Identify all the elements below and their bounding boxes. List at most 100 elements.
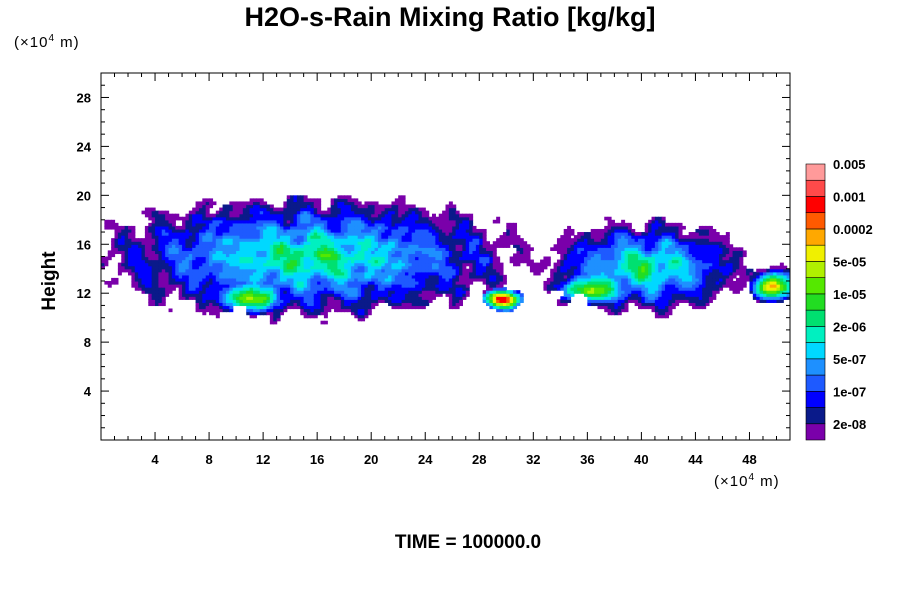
- cloud-cell: [195, 302, 200, 307]
- cloud-cell: [509, 238, 514, 242]
- cloud-cell: [479, 241, 484, 245]
- cloud-cell: [367, 305, 372, 310]
- cloud-cell: [242, 274, 247, 279]
- cloud-cell: [475, 256, 480, 261]
- cloud-cell: [168, 219, 173, 224]
- cloud-cell: [155, 262, 160, 267]
- cloud-cell: [607, 216, 612, 221]
- cloud-cell: [168, 280, 173, 285]
- cloud-cell: [681, 293, 686, 297]
- cloud-cell: [411, 210, 416, 215]
- cloud-cell: [546, 256, 551, 261]
- cloud-cell: [330, 213, 335, 218]
- cloud-cell: [188, 262, 193, 267]
- cloud-cell: [202, 299, 207, 303]
- cloud-cell: [334, 232, 339, 236]
- cloud-cell: [415, 299, 420, 303]
- cloud-cell: [661, 296, 666, 300]
- cloud-cell: [425, 247, 430, 251]
- cloud-cell: [124, 225, 129, 230]
- cloud-cell: [455, 219, 460, 224]
- cloud-cell: [364, 219, 369, 224]
- cloud-cell: [600, 232, 605, 236]
- cloud-cell: [219, 253, 224, 258]
- cloud-cell: [671, 253, 676, 258]
- cloud-cell: [168, 253, 173, 258]
- cloud-cell: [212, 284, 217, 288]
- cloud-cell: [195, 201, 200, 206]
- cloud-cell: [178, 232, 183, 236]
- cloud-cell: [367, 238, 372, 242]
- cloud-cell: [577, 244, 582, 248]
- cloud-cell: [219, 308, 224, 313]
- cloud-cell: [239, 284, 244, 288]
- cloud-cell: [344, 280, 349, 285]
- cloud-cell: [459, 232, 463, 236]
- cloud-cell: [708, 290, 713, 294]
- cloud-cell: [465, 228, 470, 233]
- cloud-cell: [394, 253, 399, 258]
- cloud-cell: [151, 228, 156, 233]
- cloud-cell: [404, 244, 409, 248]
- cloud-cell: [381, 268, 386, 273]
- cloud-cell: [134, 238, 139, 242]
- cloud-cell: [492, 280, 497, 285]
- cloud-cell: [340, 293, 345, 297]
- cloud-cell: [323, 222, 328, 227]
- cloud-cell: [334, 290, 339, 294]
- cloud-cell: [178, 265, 183, 270]
- cloud-cell: [303, 207, 308, 212]
- cloud-cell: [607, 225, 612, 230]
- cloud-cell: [209, 216, 214, 221]
- cloud-cell: [242, 244, 247, 248]
- cloud-cell: [519, 253, 524, 258]
- cloud-cell: [431, 228, 436, 233]
- cloud-cell: [134, 247, 139, 251]
- cloud-cell: [185, 259, 190, 264]
- cloud-cell: [415, 232, 420, 236]
- cloud-cell: [627, 253, 632, 258]
- cloud-cell: [671, 268, 676, 273]
- cloud-cell: [161, 271, 166, 276]
- cloud-cell: [600, 265, 605, 270]
- cloud-cell: [442, 213, 447, 218]
- cloud-cell: [317, 268, 322, 273]
- cloud-cell: [394, 296, 399, 300]
- cloud-cell: [533, 262, 538, 267]
- cloud-cell: [327, 262, 332, 267]
- cloud-cell: [300, 225, 305, 230]
- cloud-cell: [665, 265, 670, 270]
- cloud-cell: [607, 253, 612, 258]
- cloud-cell: [300, 238, 305, 242]
- cloud-cell: [131, 265, 136, 270]
- cloud-cell: [340, 274, 345, 279]
- cloud-cell: [665, 290, 670, 294]
- cloud-cell: [283, 302, 288, 307]
- cloud-cell: [381, 238, 386, 242]
- cloud-cell: [607, 235, 612, 239]
- cloud-cell: [310, 268, 315, 273]
- cloud-cell: [239, 207, 244, 212]
- cloud-cell: [580, 253, 585, 258]
- cloud-cell: [377, 299, 382, 303]
- cloud-cell: [337, 213, 342, 218]
- cloud-cell: [459, 299, 463, 303]
- cloud-cell: [155, 213, 160, 218]
- cloud-cell: [337, 241, 342, 245]
- cloud-cell: [283, 201, 288, 206]
- cloud-cell: [357, 228, 362, 233]
- cloud-cell: [141, 274, 146, 279]
- cloud-cell: [590, 299, 595, 303]
- cloud-cell: [239, 228, 244, 233]
- cloud-cell: [364, 256, 369, 261]
- cloud-cell: [381, 293, 386, 297]
- cloud-cell: [195, 265, 200, 270]
- cloud-cell: [675, 293, 680, 297]
- cloud-cell: [141, 238, 146, 242]
- cloud-cell: [621, 247, 626, 251]
- cloud-cell: [472, 268, 477, 273]
- cloud-cell: [590, 265, 595, 270]
- cloud-cell: [327, 213, 332, 218]
- cloud-cell: [435, 259, 440, 264]
- cloud-cell: [685, 296, 690, 300]
